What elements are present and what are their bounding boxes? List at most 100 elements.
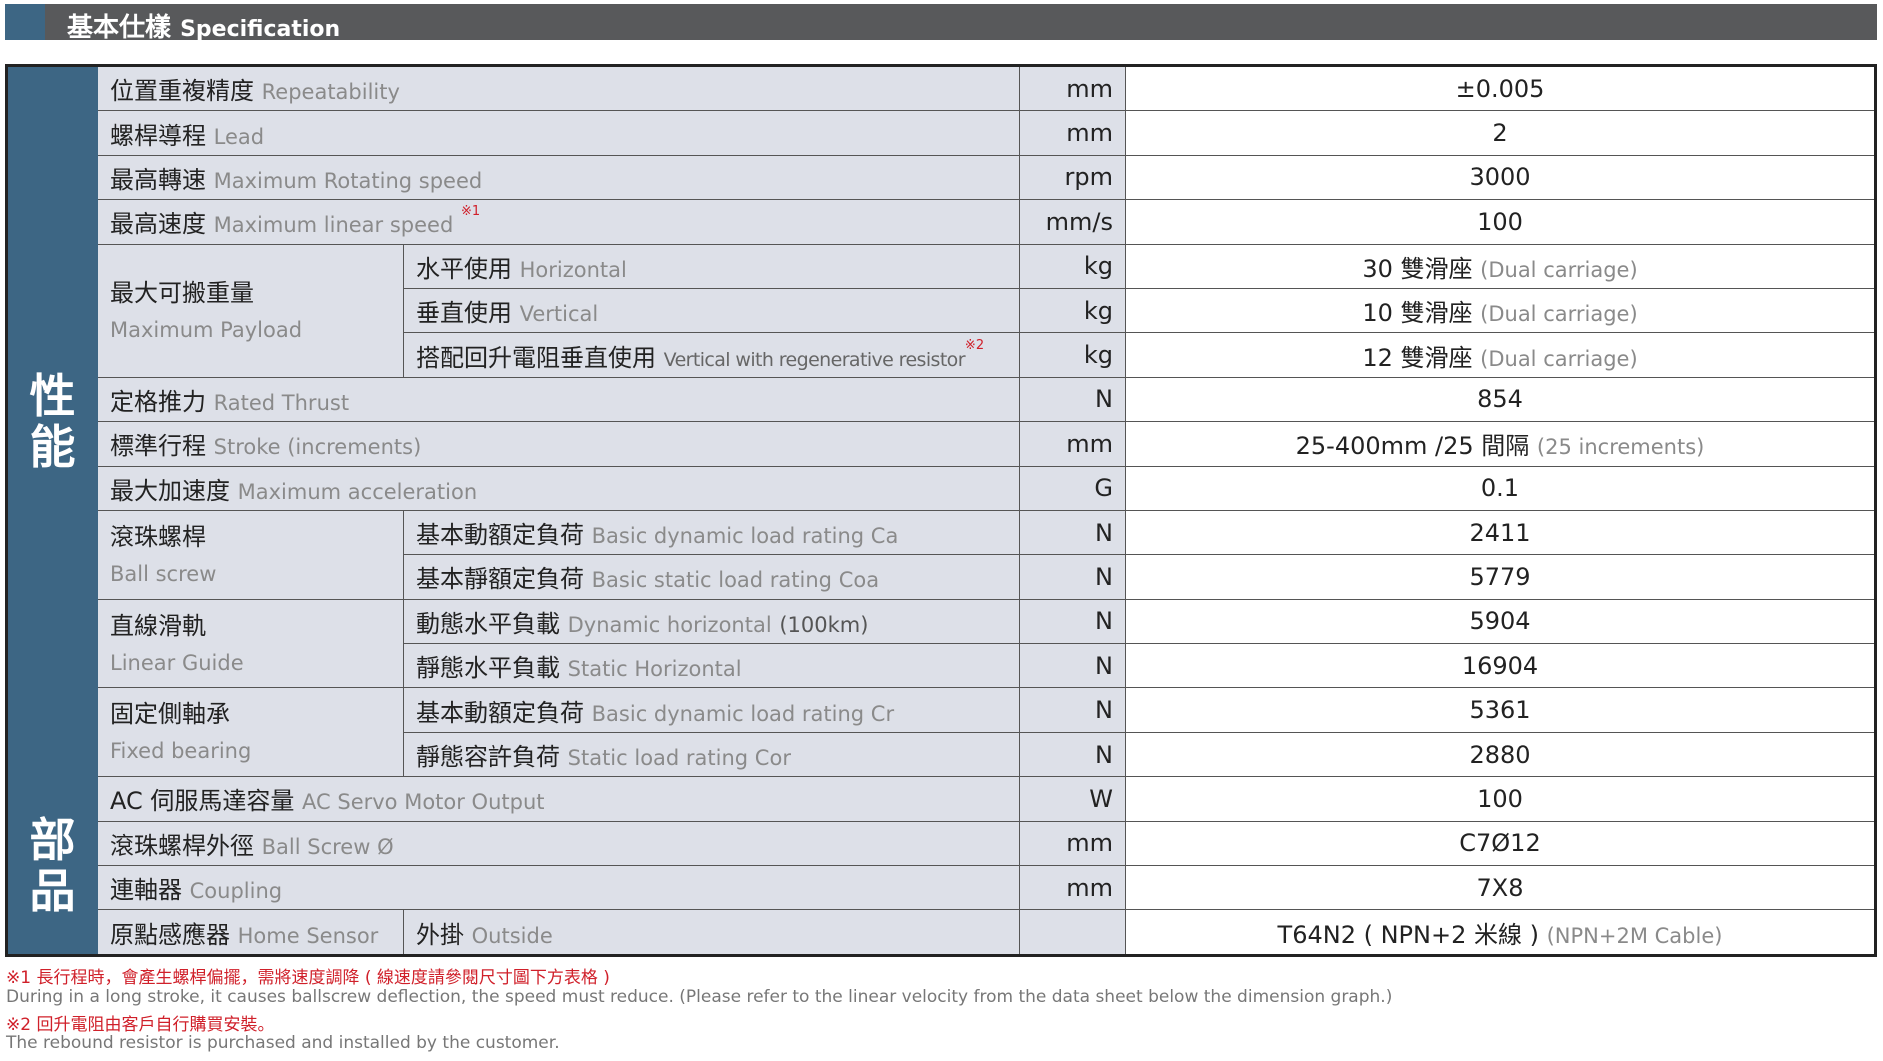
cell-text: 連軸器: [110, 876, 182, 905]
footnote-1-zh: ※1 長行程時，會產生螺桿偏擺，需將速度調降 ( 線速度請參閱尺寸圖下方表格 ): [6, 968, 610, 988]
cell-text: 標準行程: [110, 432, 206, 461]
group-linear-guide: 直線滑軌 Linear Guide: [97, 598, 404, 689]
cell-text: 螺桿導程: [110, 121, 206, 150]
section-title: 基本仕樣 Specification: [67, 7, 340, 44]
table-cell: mm: [1019, 865, 1126, 911]
cell-text: 搭配回升電阻垂直使用: [416, 343, 656, 372]
table-cell: 最高速度 Maximum linear speed ※1: [97, 199, 1020, 245]
table-cell: mm/s: [1019, 199, 1126, 245]
cell-text: 基本靜額定負荷: [416, 565, 584, 594]
cell-text: 固定側軸承: [110, 700, 230, 729]
table-cell: 螺桿導程 Lead: [97, 110, 1020, 156]
cell-text: Coupling: [189, 879, 283, 904]
cell-text: T64N2 ( NPN+2 米線 ): [1277, 920, 1539, 949]
cell-text: Linear Guide: [110, 650, 244, 675]
table-cell: T64N2 ( NPN+2 米線 ) (NPN+2M Cable): [1125, 909, 1876, 956]
table-cell: 0.1: [1125, 465, 1876, 511]
table-cell: 12 雙滑座 (Dual carriage): [1125, 332, 1876, 378]
cell-text: Stroke (increments): [213, 435, 422, 460]
cell-text: Basic dynamic load rating Cr: [591, 701, 895, 726]
cell-text: 滾珠螺桿外徑: [110, 831, 254, 860]
cell-text: Repeatability: [261, 80, 400, 105]
cell-text: 30 雙滑座: [1362, 254, 1473, 283]
cell-text: 最大可搬重量: [110, 278, 254, 307]
cell-text: 位置重複精度: [110, 77, 254, 106]
cell-text: Static load rating Cor: [567, 746, 791, 771]
cell-text: Home Sensor: [237, 923, 379, 948]
cell-text: 部 品: [29, 812, 76, 918]
cell-text: 12 雙滑座: [1362, 343, 1473, 372]
table-cell: 854: [1125, 376, 1876, 423]
table-cell: 原點感應器 Home Sensor: [97, 909, 404, 956]
table-cell: 搭配回升電阻垂直使用 Vertical with regenerative re…: [403, 332, 1020, 378]
cell-text: Ball Screw Ø: [261, 834, 394, 859]
cell-text: Outside: [471, 923, 553, 948]
cell-text: Static Horizontal: [567, 657, 742, 682]
cell-text: Maximum linear speed: [213, 213, 454, 238]
table-cell: N: [1019, 598, 1126, 645]
cell-text: 基本動額定負荷: [416, 698, 584, 727]
table-cell: mm: [1019, 110, 1126, 156]
table-row: 靜態水平負載 Static Horizontal N 16904: [7, 643, 1876, 689]
table-row: 最大可搬重量 Maximum Payload 水平使用 Horizontal kg…: [7, 243, 1876, 378]
table-cell: 16904: [1125, 643, 1876, 689]
table-row: 連軸器 Coupling mm 7X8: [7, 865, 1876, 911]
table-row: 原點感應器 Home Sensor 外掛 Outside T64N2 ( NPN…: [7, 909, 1876, 956]
cell-text: 垂直使用: [416, 299, 512, 328]
table-cell: 靜態容許負荷 Static load rating Cor: [403, 731, 1020, 778]
cell-text: AC Servo Motor Output: [302, 790, 545, 815]
table-cell: 2411: [1125, 509, 1876, 556]
table-row: 垂直使用 Vertical kg 10 雙滑座 (Dual carriage): [7, 287, 1876, 334]
table-cell: 外掛 Outside: [403, 909, 1020, 956]
cell-text: 25-400mm /25 間隔: [1295, 432, 1530, 461]
cell-text: (Dual carriage): [1480, 257, 1638, 282]
cell-text: 10 雙滑座: [1362, 299, 1473, 328]
cell-text: Maximum acceleration: [237, 479, 478, 504]
table-row: 螺桿導程 Lead mm 2: [7, 110, 1876, 156]
cell-text: Lead: [213, 124, 265, 149]
cell-text: 原點感應器: [110, 920, 230, 949]
table-cell: rpm: [1019, 154, 1126, 201]
cell-text: 基本動額定負荷: [416, 521, 584, 550]
table-cell: 基本靜額定負荷 Basic static load rating Coa: [403, 554, 1020, 600]
table-cell: 滾珠螺桿外徑 Ball Screw Ø: [97, 820, 1020, 867]
cell-text: (100km): [779, 612, 869, 637]
table-cell: C7Ø12: [1125, 820, 1876, 867]
group-payload: 最大可搬重量 Maximum Payload: [97, 243, 404, 378]
cell-text: Specification: [180, 17, 341, 42]
cell-text: (25 increments): [1536, 435, 1705, 460]
cell-text: (Dual carriage): [1480, 346, 1638, 371]
table-row: 最大加速度 Maximum acceleration G 0.1: [7, 465, 1876, 511]
cell-text: 定格推力: [110, 387, 206, 416]
table-cell: N: [1019, 554, 1126, 600]
cell-text: 性 能: [29, 369, 76, 474]
table-cell: mm: [1019, 820, 1126, 867]
table-cell: kg: [1019, 332, 1126, 378]
table-row: 滾珠螺桿外徑 Ball Screw Ø mm C7Ø12: [7, 820, 1876, 867]
cell-text: Dynamic horizontal: [567, 612, 772, 637]
table-cell: 位置重複精度 Repeatability: [97, 64, 1020, 112]
table-cell: 10 雙滑座 (Dual carriage): [1125, 287, 1876, 334]
table-row: 固定側軸承 Fixed bearing 基本動額定負荷 Basic dynamic…: [7, 687, 1876, 778]
table-cell: 標準行程 Stroke (increments): [97, 421, 1020, 467]
cell-text: Maximum Rotating speed: [213, 168, 483, 193]
cell-text: Fixed bearing: [110, 739, 252, 764]
table-cell: 最大加速度 Maximum acceleration: [97, 465, 1020, 511]
cell-text: 最高速度: [110, 210, 206, 239]
table-row: 定格推力 Rated Thrust N 854: [7, 376, 1876, 423]
table-row: 滾珠螺桿 Ball screw 基本動額定負荷 Basic dynamic loa…: [7, 509, 1876, 600]
cell-text: 動態水平負載: [416, 609, 560, 638]
table-cell: N: [1019, 687, 1126, 733]
cell-text: Maximum Payload: [110, 317, 303, 342]
unit: mm: [1019, 64, 1126, 112]
table-cell: [1019, 909, 1126, 956]
footnote-2-en: The rebound resistor is purchased and in…: [6, 1033, 560, 1053]
table-cell: N: [1019, 731, 1126, 778]
table-cell: 2: [1125, 110, 1876, 156]
cell-text: 靜態水平負載: [416, 654, 560, 683]
table-cell: mm: [1019, 421, 1126, 467]
footnote-2-zh: ※2 回升電阻由客戶自行購買安裝。: [6, 1015, 275, 1035]
table-cell: N: [1019, 509, 1126, 556]
category-parts: 部 品: [6, 776, 98, 956]
table-row: 基本靜額定負荷 Basic static load rating Coa N 57…: [7, 554, 1876, 600]
